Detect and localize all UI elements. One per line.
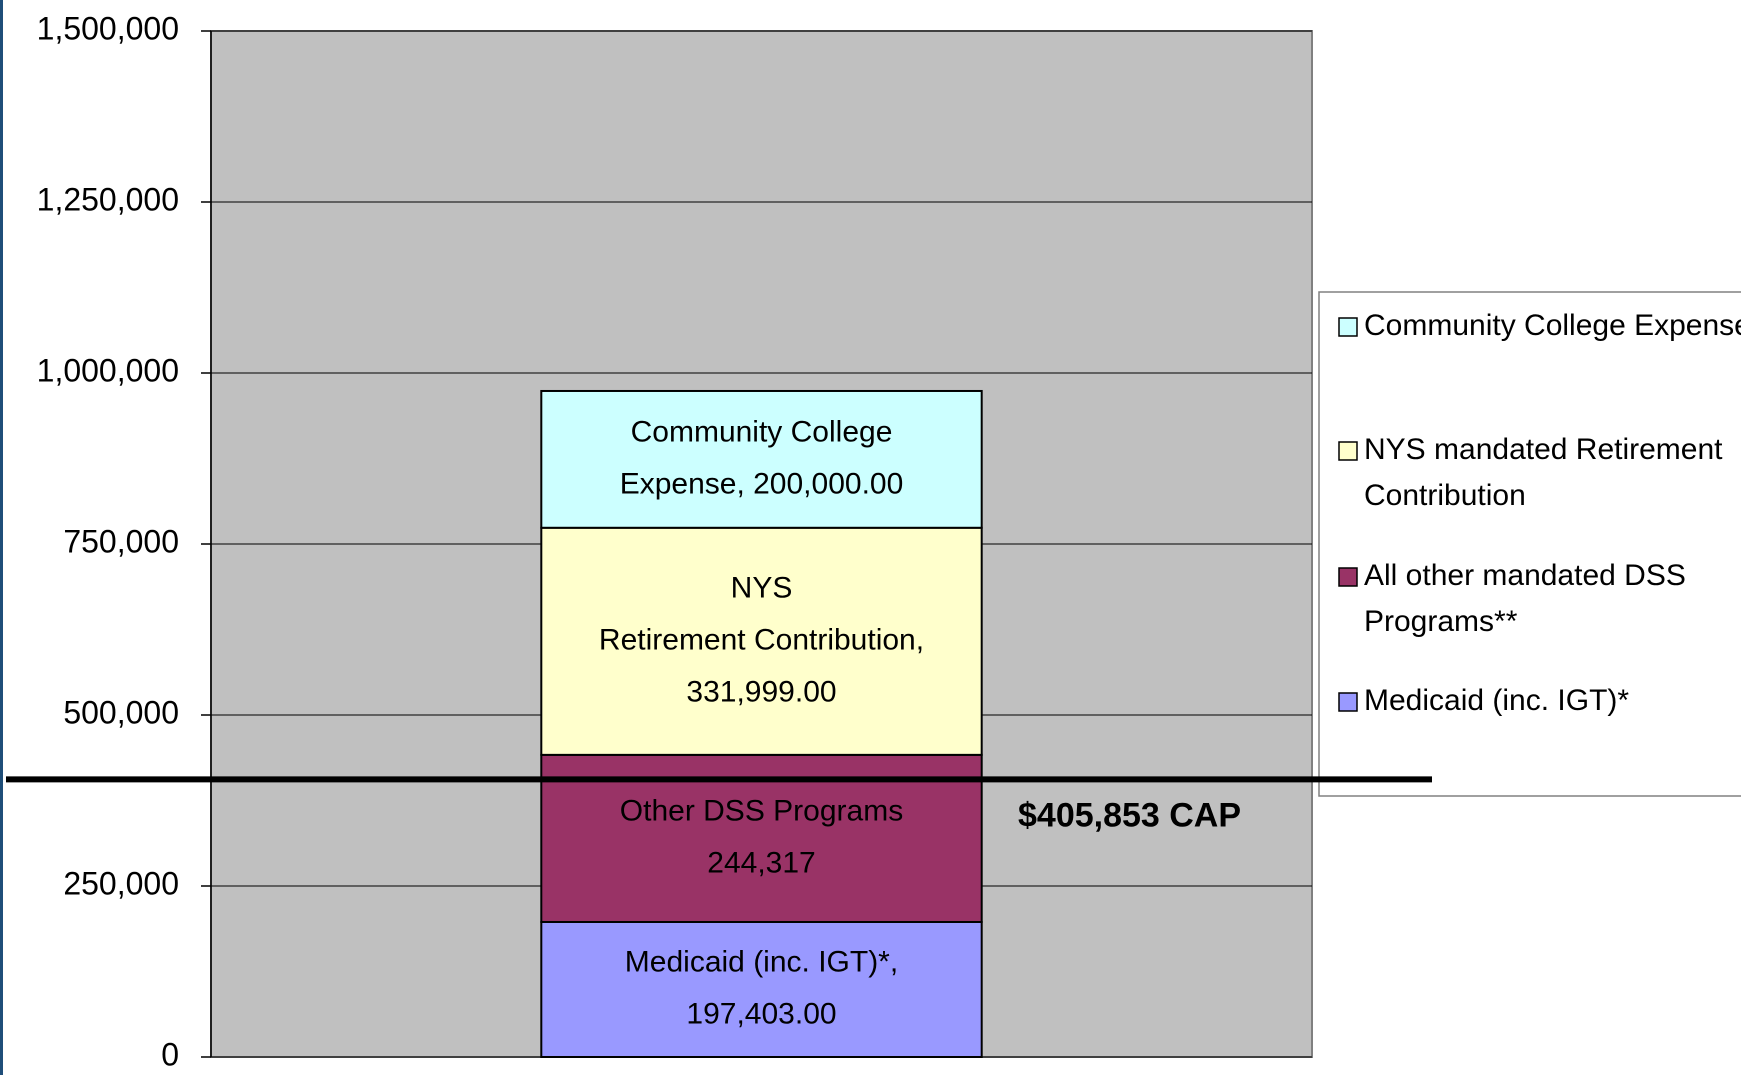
- data-label: Community College Expense, 200,000.00: [620, 415, 904, 500]
- legend-swatch: [1338, 567, 1358, 587]
- legend-label: NYS mandated Retirement Contribution: [1364, 433, 1723, 512]
- y-tick-label: 500,000: [63, 694, 179, 730]
- cap-label: $405,853 CAP: [1018, 796, 1241, 834]
- y-tick-label: 750,000: [63, 523, 179, 559]
- legend-box: [1318, 291, 1741, 797]
- y-tick-label: 1,000,000: [37, 352, 179, 388]
- legend-swatch: [1338, 317, 1358, 337]
- y-tick-label: 1,500,000: [37, 10, 179, 46]
- legend-label: All other mandated DSS Programs**: [1364, 559, 1686, 638]
- legend-label: Community College Expense: [1364, 309, 1741, 342]
- y-tick-label: 0: [161, 1036, 179, 1072]
- data-label: NYS Retirement Contribution, 331,999.00: [599, 571, 924, 708]
- data-label: Other DSS Programs 244,317: [620, 794, 903, 879]
- left-border: [0, 0, 3, 1075]
- bar-segment: [540, 753, 983, 923]
- y-tick-label: 1,250,000: [37, 181, 179, 217]
- data-label: Medicaid (inc. IGT)*, 197,403.00: [625, 945, 898, 1030]
- bar-segment: [540, 389, 983, 529]
- y-tick-label: 250,000: [63, 865, 179, 901]
- legend-swatch: [1338, 441, 1358, 461]
- bar-segment: [540, 920, 983, 1058]
- legend-swatch: [1338, 692, 1358, 712]
- bar-segment: [540, 526, 983, 756]
- legend-label: Medicaid (inc. IGT)*: [1364, 684, 1629, 717]
